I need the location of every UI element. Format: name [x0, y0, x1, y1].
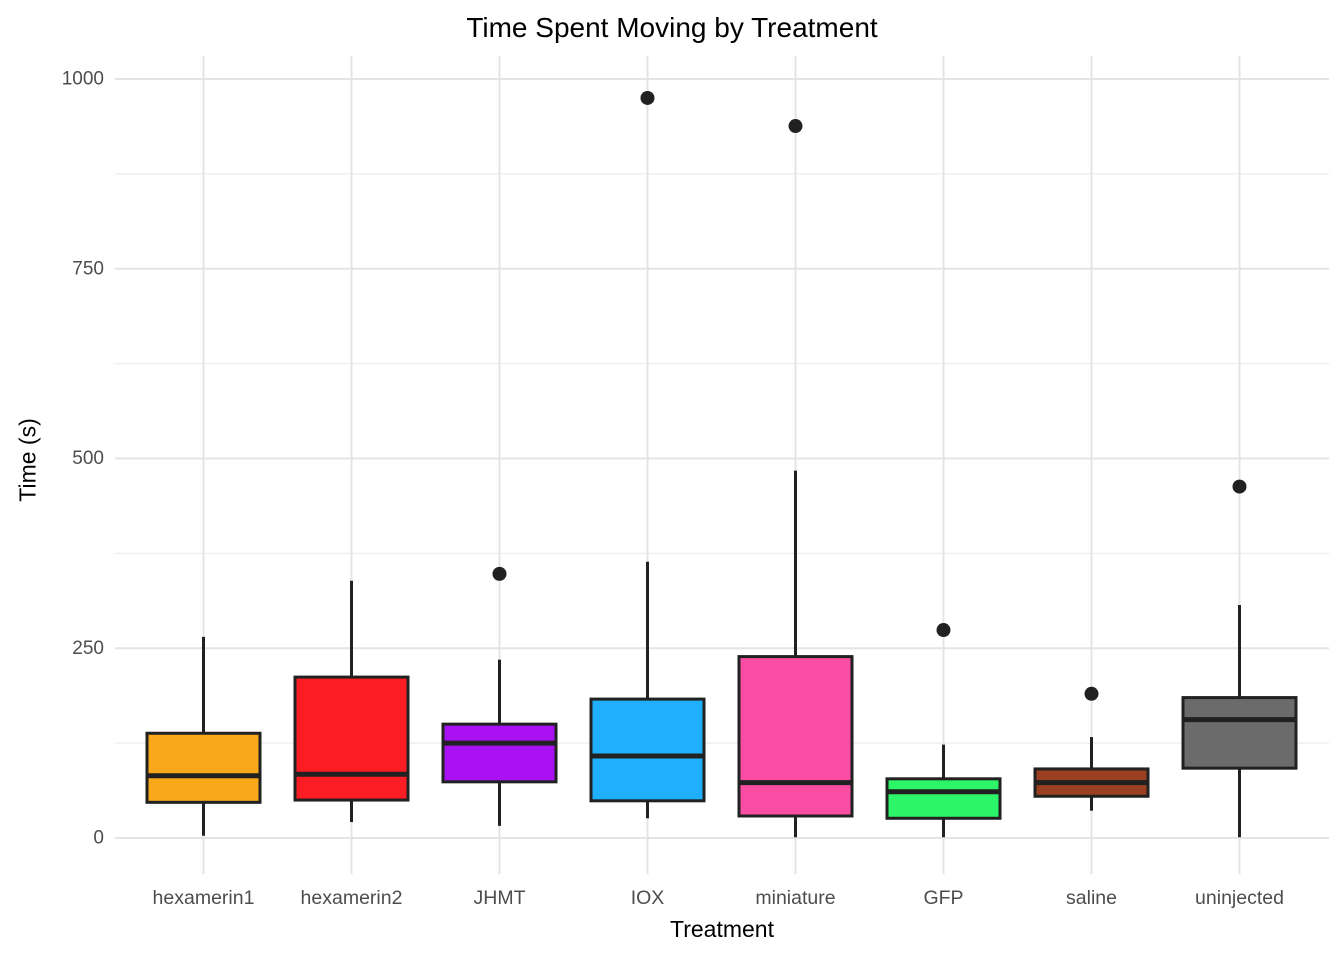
box-GFP [885, 777, 1002, 820]
outlier-point-saline [1084, 686, 1099, 701]
outlier-point-IOX [640, 90, 655, 105]
x-tick-label: hexamerin2 [301, 887, 403, 909]
outlier-point-GFP [936, 623, 951, 638]
x-tick-label: GFP [923, 887, 963, 909]
box-hexamerin1 [145, 731, 262, 804]
outlier-point-uninjected [1232, 479, 1247, 494]
box-uninjected [1181, 696, 1298, 770]
y-tick-label: 1000 [62, 69, 104, 90]
x-tick-label: miniature [755, 887, 835, 909]
x-tick-label: IOX [631, 887, 665, 909]
x-tick-label: hexamerin1 [153, 887, 255, 909]
x-tick-label: saline [1066, 887, 1117, 909]
x-tick-label: uninjected [1195, 887, 1284, 909]
box-miniature [737, 655, 854, 818]
y-tick-label: 500 [72, 448, 104, 469]
y-tick-label: 250 [72, 638, 104, 659]
chart-title: Time Spent Moving by Treatment [466, 12, 878, 43]
outlier-point-JHMT [492, 566, 507, 581]
x-axis-title: Treatment [670, 916, 774, 942]
box-IOX [589, 697, 706, 803]
box-hexamerin2 [293, 675, 410, 802]
outlier-point-miniature [788, 119, 803, 134]
x-tick-label: JHMT [474, 887, 526, 909]
box-JHMT [441, 722, 558, 784]
y-tick-label: 0 [93, 828, 104, 849]
y-tick-label: 750 [72, 258, 104, 279]
